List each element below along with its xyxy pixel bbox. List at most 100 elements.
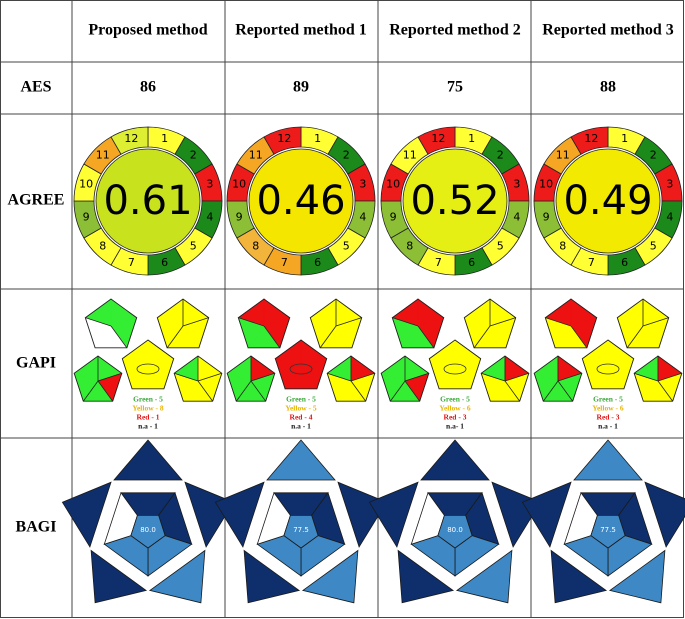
gapi-divider (250, 372, 275, 382)
gapi-divider (404, 372, 429, 382)
bagi-outer-part (420, 439, 490, 481)
gapi-divider (250, 380, 267, 402)
bagi-outer-part (90, 549, 148, 604)
agree-segment-label: 4 (206, 211, 213, 224)
gapi-legend-line: Green - 5 (593, 395, 623, 404)
aes-score: 75 (447, 79, 463, 96)
bagi-outer-part (214, 481, 265, 548)
gapi-divider (97, 372, 122, 382)
gapi-legend-line: n.a- 1 (446, 422, 464, 431)
gapi-divider (235, 380, 252, 402)
gapi-divider (392, 317, 419, 327)
gapi-outline (156, 298, 210, 349)
agree-segment-label: 9 (543, 211, 550, 224)
agree-segment-label: 4 (666, 211, 673, 224)
agree-segment (263, 126, 302, 155)
bagi-outer-part (573, 439, 643, 481)
agree-segment-label: 1 (468, 132, 475, 145)
aes-score: 88 (600, 79, 616, 96)
agree-score: 0.61 (103, 178, 192, 224)
bagi-outer-part (337, 481, 388, 548)
agree-segment-label: 10 (539, 177, 553, 190)
agree-segment-label: 3 (359, 177, 366, 190)
row-label: BAGI (16, 519, 57, 536)
agree-score: 0.49 (563, 178, 652, 224)
gapi-divider (238, 317, 265, 327)
agree-segment-label: 1 (314, 132, 321, 145)
agree-segment-label: 8 (99, 239, 106, 252)
gapi-legend-line: Red - 3 (597, 413, 620, 422)
agree-center (248, 148, 354, 254)
agree-segment-label: 3 (666, 177, 673, 190)
gapi-outline (237, 298, 291, 349)
gapi-divider (82, 380, 99, 402)
agree-segment-label: 8 (559, 239, 566, 252)
gapi-legend-line: Yellow - 8 (132, 404, 163, 413)
row-label: AGREE (8, 192, 65, 209)
row-label: AES (20, 79, 51, 96)
gapi-divider (85, 317, 112, 327)
bagi-outer-part (455, 549, 513, 604)
bagi-score: 77.5 (600, 526, 616, 534)
agree-segment-label: 10 (386, 177, 400, 190)
gapi-divider (350, 380, 367, 402)
bagi-outer-part (550, 549, 608, 604)
gapi-divider (263, 325, 281, 349)
gapi-outline (309, 298, 363, 349)
gapi-outline (73, 355, 123, 402)
gapi-divider (389, 380, 406, 402)
bagi-outer-part (491, 481, 542, 548)
agree-segment-label: 5 (497, 239, 504, 252)
gapi-divider (166, 325, 184, 349)
agree-segment-label: 12 (584, 132, 598, 145)
gapi-divider (319, 325, 337, 349)
agree-segment-label: 6 (621, 256, 628, 269)
agree-center (402, 148, 508, 254)
gapi-divider (570, 325, 588, 349)
agree-segment-label: 7 (281, 256, 288, 269)
bagi-outer-part (368, 481, 419, 548)
gapi-divider (504, 372, 529, 382)
gapi-divider (542, 380, 559, 402)
gapi-center-ellipse (136, 363, 160, 375)
agree-segment-label: 7 (435, 256, 442, 269)
agree-segment-label: 6 (468, 256, 475, 269)
agree-segment-label: 10 (79, 177, 93, 190)
agree-segment-label: 3 (513, 177, 520, 190)
gapi-divider (182, 317, 209, 327)
gapi-legend-line: Green - 5 (133, 395, 163, 404)
gapi-outline (391, 298, 445, 349)
gapi-divider (634, 372, 659, 382)
gapi-legend-line: Green - 5 (286, 395, 316, 404)
agree-score: 0.46 (256, 178, 345, 224)
gapi-divider (557, 380, 574, 402)
gapi-outline (533, 355, 583, 402)
bagi-outer-part (521, 481, 572, 548)
gapi-divider (197, 372, 222, 382)
agree-segment-label: 1 (161, 132, 168, 145)
gapi-divider (350, 372, 375, 382)
agree-segment-label: 2 (650, 149, 657, 162)
agree-segment-label: 7 (128, 256, 135, 269)
bagi-score: 80.0 (447, 526, 463, 534)
gapi-outline (428, 339, 482, 390)
agree-segment-label: 8 (252, 239, 259, 252)
gapi-center-ellipse (596, 363, 620, 375)
gapi-legend-line: Red - 4 (290, 413, 313, 422)
gapi-outline (226, 355, 276, 402)
gapi-legend-line: Red - 1 (137, 413, 160, 422)
agree-segment-label: 7 (588, 256, 595, 269)
agree-segment-label: 9 (390, 211, 397, 224)
gapi-divider (545, 317, 572, 327)
agree-segment (570, 126, 609, 155)
bagi-center (283, 515, 319, 549)
bagi-center (437, 515, 473, 549)
gapi-divider (657, 380, 674, 402)
